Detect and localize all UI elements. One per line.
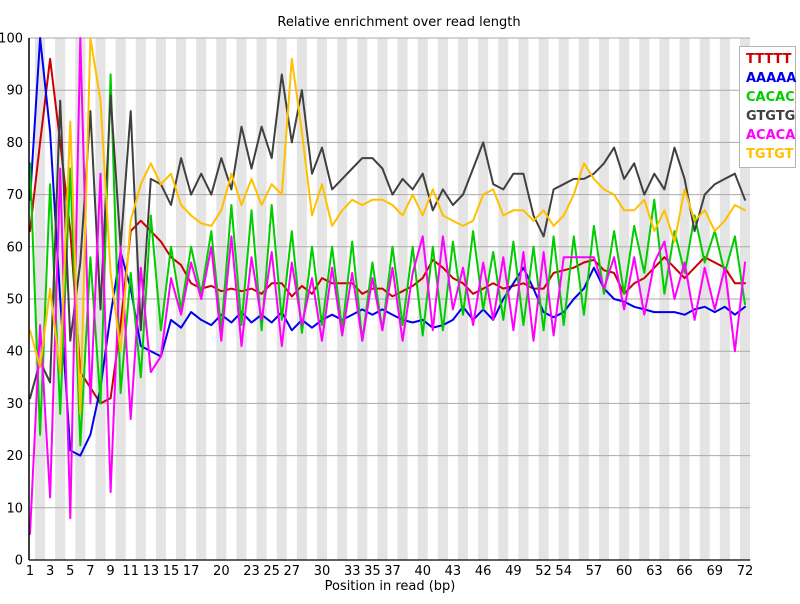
x-tick-label: 9	[106, 564, 114, 579]
x-tick-label: 60	[616, 564, 633, 579]
legend-item-acaca: ACACA	[746, 128, 796, 143]
series-line-gtgtg	[29, 73, 746, 400]
x-tick-label: 40	[414, 564, 431, 579]
x-tick-label: 63	[646, 564, 663, 579]
x-tick-label: 1	[26, 564, 34, 579]
y-tick-label: 90	[6, 84, 23, 99]
x-tick-label: 11	[122, 564, 139, 579]
legend-item-ttttt: TTTTT	[746, 52, 792, 67]
x-tick-label: 17	[183, 564, 200, 579]
legend-item-cacac: CACAC	[746, 90, 795, 105]
y-tick-label: 100	[0, 32, 23, 47]
x-tick-label: 35	[364, 564, 381, 579]
chart-title: Relative enrichment over read length	[277, 15, 520, 30]
x-tick-label: 7	[86, 564, 94, 579]
x-tick-label: 46	[475, 564, 492, 579]
x-tick-label: 54	[555, 564, 572, 579]
x-tick-label: 66	[676, 564, 693, 579]
series-line-tgtgt	[29, 37, 746, 415]
y-tick-label: 30	[6, 397, 23, 412]
x-tick-label: 52	[535, 564, 552, 579]
x-tick-label: 33	[344, 564, 361, 579]
legend-item-aaaaa: AAAAA	[746, 71, 797, 86]
x-tick-label: 25	[263, 564, 280, 579]
x-tick-label: 43	[445, 564, 462, 579]
x-tick-label: 37	[384, 564, 401, 579]
axes	[28, 38, 751, 561]
x-tick-label: 49	[505, 564, 522, 579]
series-lines	[29, 37, 746, 535]
y-tick-label: 0	[15, 554, 23, 569]
x-tick-label: 15	[163, 564, 180, 579]
x-tick-label: 30	[314, 564, 331, 579]
x-tick-label: 72	[737, 564, 754, 579]
y-tick-label: 10	[6, 501, 23, 516]
x-tick-label: 5	[66, 564, 74, 579]
x-tick-label: 3	[46, 564, 54, 579]
series-line-acaca	[29, 37, 746, 535]
y-tick-label: 80	[6, 136, 23, 151]
x-tick-label: 13	[143, 564, 160, 579]
x-tick-label: 20	[213, 564, 230, 579]
y-tick-label: 50	[6, 293, 23, 308]
legend: TTTTT AAAAA CACAC GTGTG ACACA TGTGT	[739, 46, 796, 168]
x-tick-label: 57	[586, 564, 603, 579]
y-tick-label: 70	[6, 188, 23, 203]
legend-item-tgtgt: TGTGT	[746, 147, 794, 162]
x-tick-label: 23	[243, 564, 260, 579]
y-tick-label: 60	[6, 240, 23, 255]
x-axis-label: Position in read (bp)	[325, 579, 456, 594]
x-tick-label: 27	[284, 564, 301, 579]
x-tick-label: 69	[706, 564, 723, 579]
legend-item-gtgtg: GTGTG	[746, 109, 796, 124]
y-tick-label: 40	[6, 345, 23, 360]
series-line-cacac	[29, 73, 746, 447]
y-tick-label: 20	[6, 449, 23, 464]
